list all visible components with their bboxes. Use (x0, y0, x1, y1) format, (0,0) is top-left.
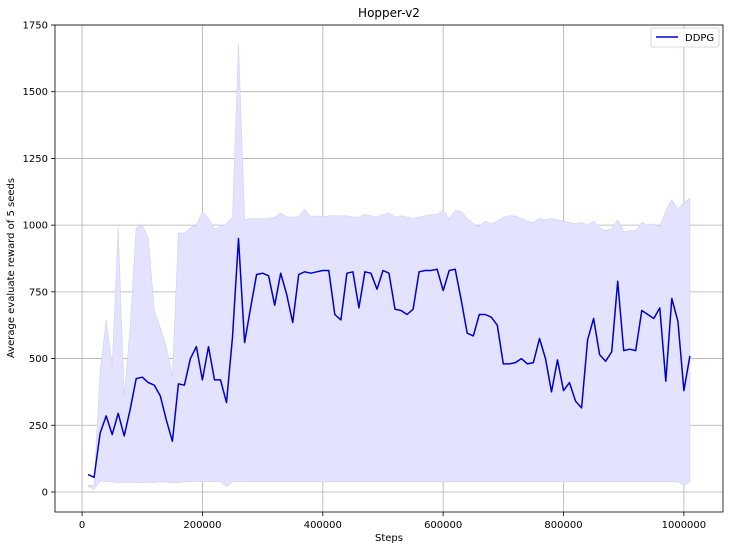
y-tick-label: 1000 (23, 221, 48, 232)
series-std-band (87, 43, 691, 490)
y-tick-label: 0 (42, 487, 48, 498)
chart-title: Hopper-v2 (358, 6, 420, 20)
y-axis-label: Average evaluate reward of 5 seeds (6, 178, 17, 358)
y-tick-label: 1250 (23, 154, 48, 165)
x-tick-label: 0 (79, 520, 85, 531)
x-tick-label: 800000 (544, 520, 582, 531)
y-tick-label: 250 (29, 421, 48, 432)
y-tick-label: 750 (29, 287, 48, 298)
y-tick-label: 1750 (23, 21, 48, 32)
legend-label: DDPG (685, 33, 714, 44)
x-axis-ticks: 0 200000 400000 600000 800000 1000000 (79, 512, 706, 531)
x-tick-label: 1000000 (662, 520, 707, 531)
y-tick-label: 1500 (23, 87, 48, 98)
x-tick-label: 400000 (304, 520, 342, 531)
series-lines (87, 237, 691, 479)
y-axis-ticks: 0 250 500 750 1000 1250 1500 1750 (23, 21, 55, 498)
legend: DDPG (650, 27, 720, 48)
x-tick-label: 200000 (183, 520, 221, 531)
legend-box (650, 27, 720, 48)
y-tick-label: 500 (29, 354, 48, 365)
series-line (87, 237, 691, 479)
plot-frame (54, 24, 724, 513)
std-band (87, 43, 691, 490)
x-tick-label: 600000 (424, 520, 462, 531)
x-axis-label: Steps (375, 533, 403, 544)
